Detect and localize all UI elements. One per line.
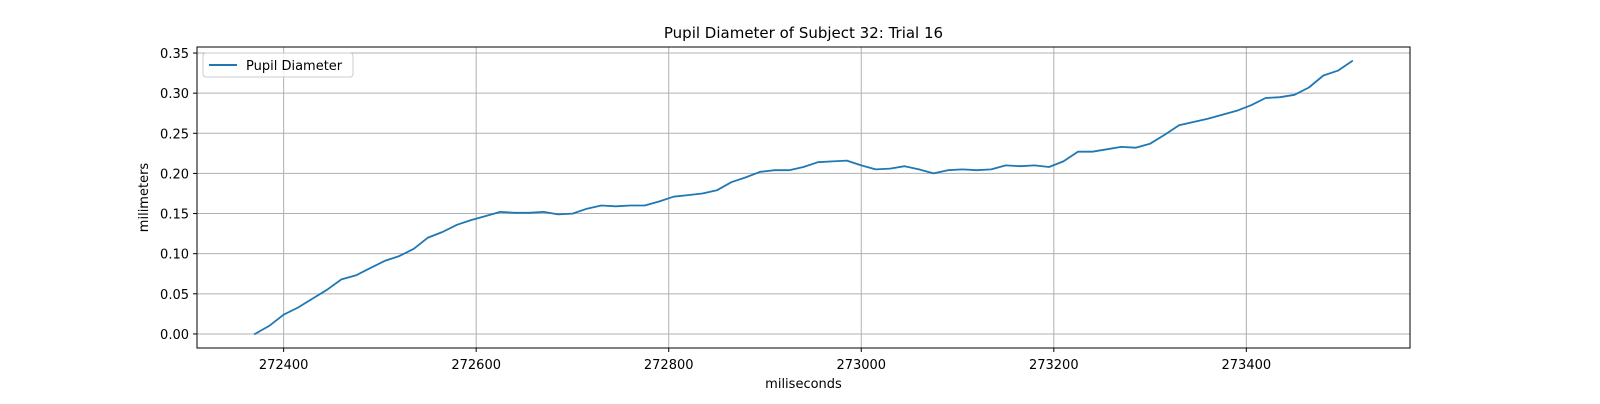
y-tick-label: 0.35 xyxy=(160,47,189,62)
series-line-pupil-diameter xyxy=(253,60,1354,335)
y-tick-label: 0.15 xyxy=(160,208,189,223)
y-tick-label: 0.05 xyxy=(160,288,189,303)
series-layer xyxy=(253,60,1354,335)
y-tick-label: 0.25 xyxy=(160,127,189,142)
tick-layer: 272400 272600 272800 273000 273200 273400 0.00… xyxy=(160,47,1271,373)
x-tick-label: 272800 xyxy=(644,358,694,373)
y-tick-label: 0.00 xyxy=(160,328,189,343)
legend-entry-pupil-diameter: Pupil Diameter xyxy=(246,59,343,74)
y-axis-label: milimeters xyxy=(137,163,152,233)
y-tick-label: 0.30 xyxy=(160,87,189,102)
legend-box xyxy=(202,52,354,78)
y-tick-label: 0.20 xyxy=(160,167,189,182)
chart-title: Pupil Diameter of Subject 32: Trial 16 xyxy=(664,24,943,42)
plot-frame xyxy=(196,46,1411,349)
x-tick-label: 273200 xyxy=(1029,358,1079,373)
grid-layer xyxy=(197,47,1410,348)
x-tick-label: 273000 xyxy=(836,358,886,373)
x-axis-label: miliseconds xyxy=(765,377,842,392)
legend: Pupil Diameter xyxy=(202,52,354,78)
x-tick-label: 272400 xyxy=(259,358,309,373)
y-tick-label: 0.10 xyxy=(160,248,189,263)
x-tick-label: 273400 xyxy=(1222,358,1272,373)
x-tick-label: 272600 xyxy=(451,358,501,373)
